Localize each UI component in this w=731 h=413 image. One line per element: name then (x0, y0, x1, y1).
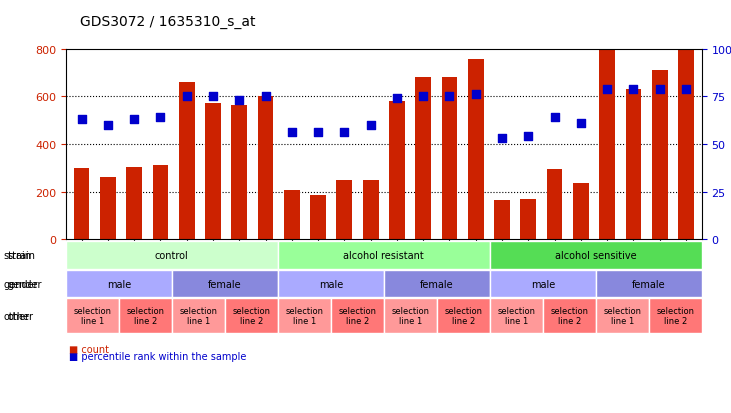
Bar (678, 50, 694, 240)
Text: ■ percentile rank within the sample: ■ percentile rank within the sample (69, 351, 247, 361)
Bar (442, 78, 458, 240)
Point (470, 92, 482, 98)
Text: selection
line 2: selection line 2 (444, 306, 482, 325)
Text: selection
line 2: selection line 2 (550, 306, 588, 325)
Point (523, 134, 534, 140)
Point (338, 130, 350, 136)
Bar (126, 167, 142, 240)
Point (575, 120, 587, 127)
Text: alcohol sensitive: alcohol sensitive (555, 251, 637, 261)
Text: male: male (107, 279, 131, 289)
Point (680, 86, 692, 93)
Point (417, 94, 429, 100)
Text: selection
line 1: selection line 1 (603, 306, 641, 325)
Bar (336, 180, 352, 240)
Bar (284, 191, 300, 240)
Text: selection
line 1: selection line 1 (179, 306, 217, 325)
Point (286, 130, 298, 136)
Bar (74, 169, 89, 240)
Bar (179, 83, 194, 240)
Text: selection
line 1: selection line 1 (73, 306, 111, 325)
Text: selection
line 1: selection line 1 (391, 306, 429, 325)
Text: male: male (531, 279, 555, 289)
Point (76, 116, 88, 123)
Bar (494, 200, 510, 240)
Bar (257, 97, 273, 240)
Text: other: other (7, 311, 34, 321)
Point (128, 116, 140, 123)
Bar (205, 104, 221, 240)
Point (207, 94, 219, 100)
Bar (415, 78, 431, 240)
Point (391, 96, 403, 102)
Point (444, 94, 455, 100)
Text: female: female (632, 279, 665, 289)
Bar (310, 196, 326, 240)
Bar (231, 105, 247, 240)
Text: alcohol resistant: alcohol resistant (344, 251, 424, 261)
Text: selection
line 1: selection line 1 (285, 306, 323, 325)
Text: selection
line 2: selection line 2 (656, 306, 694, 325)
Text: strain: strain (7, 251, 35, 261)
Point (181, 94, 192, 100)
Point (154, 115, 166, 121)
Point (233, 97, 245, 104)
Text: GDS3072 / 1635310_s_at: GDS3072 / 1635310_s_at (80, 15, 256, 29)
Bar (547, 169, 562, 240)
Text: other: other (4, 311, 30, 321)
Text: male: male (319, 279, 343, 289)
Point (260, 94, 271, 100)
Bar (153, 166, 168, 240)
Bar (389, 102, 405, 240)
Text: female: female (420, 279, 453, 289)
Text: selection
line 1: selection line 1 (497, 306, 535, 325)
Bar (363, 180, 379, 240)
Text: selection
line 2: selection line 2 (126, 306, 164, 325)
Bar (520, 199, 537, 240)
Text: control: control (155, 251, 189, 261)
Bar (599, 50, 615, 240)
Text: female: female (208, 279, 241, 289)
Text: ■ count: ■ count (69, 344, 110, 354)
Text: strain: strain (4, 251, 31, 261)
Point (365, 122, 376, 129)
Point (654, 86, 665, 93)
Bar (652, 71, 667, 240)
Text: selection
line 2: selection line 2 (338, 306, 376, 325)
Point (496, 135, 508, 142)
Bar (100, 178, 115, 240)
Text: gender: gender (4, 279, 38, 289)
Point (628, 86, 640, 93)
Point (102, 122, 114, 129)
Point (549, 115, 561, 121)
Bar (468, 60, 484, 240)
Point (312, 130, 324, 136)
Bar (573, 184, 588, 240)
Bar (626, 90, 641, 240)
Text: selection
line 2: selection line 2 (232, 306, 270, 325)
Text: gender: gender (7, 279, 42, 289)
Point (602, 86, 613, 93)
